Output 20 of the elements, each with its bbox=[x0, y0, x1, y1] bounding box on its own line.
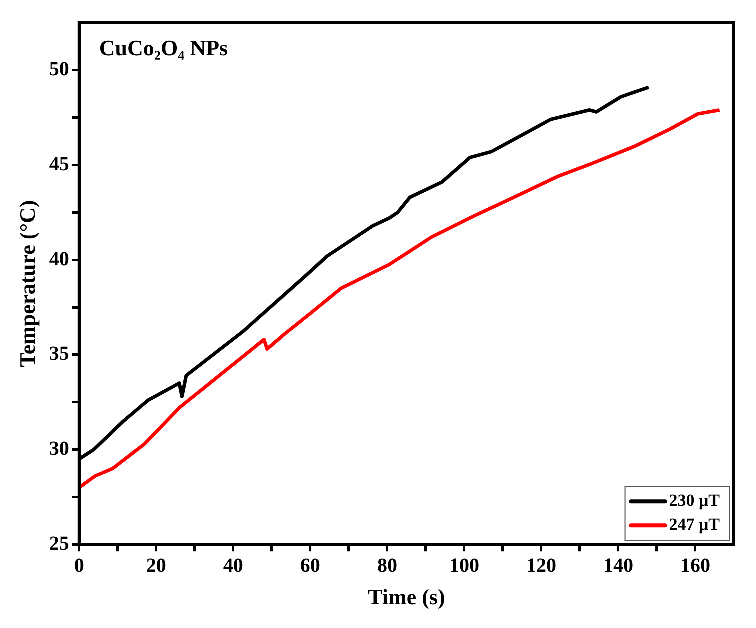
x-tick-label: 40 bbox=[223, 554, 244, 577]
x-tick-label: 160 bbox=[680, 554, 710, 577]
x-tick-label: 20 bbox=[146, 554, 166, 577]
x-tick-label: 120 bbox=[526, 554, 556, 577]
x-tick-label: 0 bbox=[74, 554, 84, 577]
x-tick-label: 140 bbox=[603, 554, 634, 577]
x-tick-label: 80 bbox=[377, 554, 398, 577]
legend-label: 247 μT bbox=[669, 514, 721, 534]
legend-label: 230 μT bbox=[669, 490, 721, 510]
x-tick-label: 100 bbox=[449, 554, 480, 577]
y-tick-label: 40 bbox=[49, 248, 70, 270]
annotation: CuCo₂O₄ NPs bbox=[99, 36, 229, 61]
y-tick-label: 35 bbox=[49, 343, 70, 366]
y-tick-label: 45 bbox=[49, 153, 70, 176]
x-tick-label: 60 bbox=[300, 554, 320, 577]
y-axis-title: Temperature (°C) bbox=[14, 200, 40, 368]
y-tick-label: 25 bbox=[49, 532, 70, 555]
y-tick-label: 30 bbox=[49, 438, 70, 460]
x-axis-title: Time (s) bbox=[368, 584, 446, 610]
y-tick-label: 50 bbox=[49, 58, 70, 81]
